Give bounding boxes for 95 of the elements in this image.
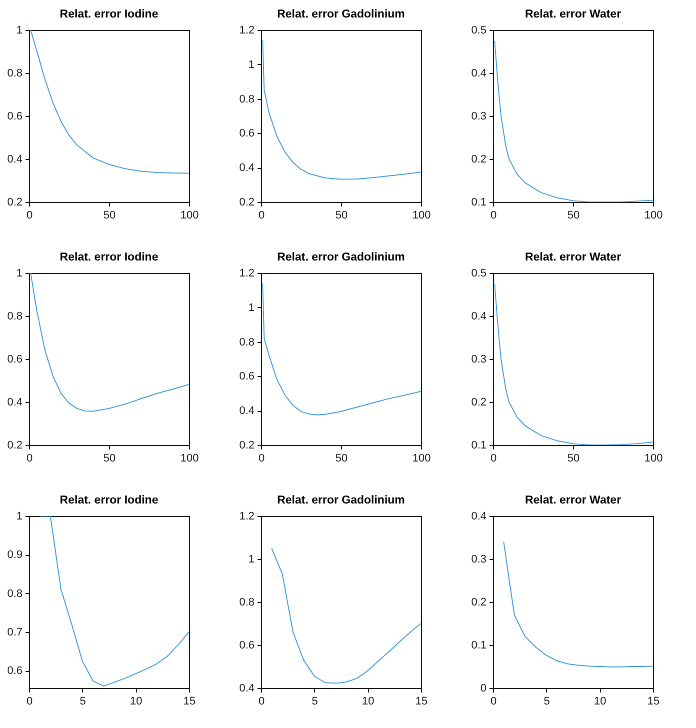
- x-tick-label: 50: [335, 452, 348, 464]
- y-tick-label: 0.2: [471, 596, 486, 608]
- x-tick-label: 10: [130, 696, 142, 708]
- chart-title: Relat. error Water: [524, 8, 622, 20]
- y-tick-label: 0.2: [471, 154, 486, 166]
- x-tick-label: 50: [567, 210, 580, 222]
- y-tick-label: 0.8: [239, 93, 254, 106]
- y-tick-label: 0.6: [239, 128, 254, 140]
- line-series: [30, 30, 189, 174]
- y-tick-label: 1: [248, 302, 254, 314]
- y-tick-label: 0.6: [7, 665, 22, 678]
- y-tick-label: 0.2: [471, 396, 486, 408]
- line-series: [503, 541, 653, 668]
- x-tick-label: 0: [258, 696, 265, 708]
- y-tick-label: 1: [16, 24, 22, 36]
- y-tick-label: 0.4: [7, 154, 22, 166]
- y-tick-label: 0.8: [7, 310, 22, 322]
- line-series: [494, 283, 653, 445]
- x-tick-label: 50: [335, 210, 348, 222]
- chart-title: Relat. error Water: [524, 494, 622, 506]
- chart-title: Relat. error Gadolinium: [277, 252, 405, 264]
- y-tick-label: 0.4: [471, 510, 486, 522]
- y-tick-label: 1.2: [239, 24, 254, 36]
- y-tick-label: 0.3: [471, 354, 486, 366]
- y-tick-label: 0.6: [239, 370, 254, 383]
- y-tick-label: 1: [16, 268, 22, 280]
- y-tick-label: 0.1: [471, 640, 486, 652]
- y-tick-label: 0.2: [7, 196, 22, 208]
- x-tick-label: 15: [415, 696, 428, 708]
- x-tick-label: 0: [490, 696, 497, 708]
- y-tick-label: 0.3: [471, 110, 486, 122]
- y-tick-label: 0.2: [239, 440, 254, 452]
- chart-title: Relat. error Gadolinium: [277, 8, 405, 20]
- x-tick-label: 100: [412, 210, 431, 222]
- y-tick-label: 0.4: [239, 405, 254, 418]
- x-tick-label: 0: [258, 210, 265, 222]
- chart-title: Relat. error Water: [524, 252, 622, 264]
- line-series: [262, 282, 421, 416]
- y-tick-label: 1.2: [239, 510, 254, 522]
- y-tick-label: 1.2: [239, 268, 254, 280]
- x-tick-label: 100: [412, 452, 431, 464]
- y-tick-label: 0.7: [7, 626, 22, 638]
- y-tick-label: 0.8: [7, 588, 22, 600]
- y-tick-label: 0.5: [471, 268, 486, 280]
- y-tick-label: 1: [16, 510, 22, 522]
- y-tick-label: 0.1: [471, 440, 486, 452]
- x-tick-label: 5: [312, 696, 318, 708]
- x-tick-label: 0: [26, 210, 33, 222]
- chart-title: Relat. error Gadolinium: [277, 494, 405, 506]
- line-series: [262, 40, 421, 180]
- y-tick-label: 0.8: [239, 596, 254, 608]
- x-tick-label: 100: [644, 452, 663, 464]
- y-tick-label: 0.2: [7, 440, 22, 452]
- y-tick-label: 0.1: [471, 196, 486, 208]
- x-tick-label: 100: [644, 210, 663, 222]
- x-tick-label: 50: [103, 452, 116, 464]
- x-tick-label: 0: [258, 452, 265, 464]
- x-tick-label: 15: [183, 696, 196, 708]
- y-tick-label: 0.6: [7, 354, 22, 366]
- x-tick-label: 100: [180, 210, 199, 222]
- line-series: [30, 273, 189, 412]
- x-tick-label: 0: [26, 696, 33, 708]
- y-tick-label: 0.2: [239, 196, 254, 208]
- line-series: [494, 40, 653, 202]
- y-tick-label: 0.4: [471, 310, 486, 322]
- chart-title: Relat. error Iodine: [60, 494, 158, 506]
- x-tick-label: 0: [490, 452, 497, 464]
- y-tick-label: 1: [248, 58, 254, 71]
- y-tick-label: 0.4: [239, 162, 254, 174]
- line-series: [39, 516, 189, 687]
- x-tick-label: 50: [103, 210, 116, 222]
- y-tick-label: 0.8: [239, 336, 254, 348]
- x-tick-label: 5: [544, 696, 550, 708]
- x-tick-label: 5: [80, 696, 86, 708]
- y-tick-label: 0.9: [7, 549, 22, 562]
- line-series: [271, 548, 421, 684]
- chart-title: Relat. error Iodine: [60, 8, 158, 20]
- x-tick-label: 10: [594, 696, 606, 708]
- y-tick-label: 0.8: [7, 68, 22, 80]
- y-tick-label: 0.6: [239, 640, 254, 652]
- x-tick-label: 15: [647, 696, 660, 708]
- y-tick-label: 0.4: [239, 682, 254, 694]
- x-tick-label: 0: [490, 210, 497, 222]
- y-tick-label: 0: [480, 682, 486, 694]
- y-tick-label: 0.5: [471, 24, 486, 36]
- x-tick-label: 0: [26, 452, 33, 464]
- x-tick-label: 10: [362, 696, 374, 708]
- y-tick-label: 0.4: [7, 396, 22, 408]
- y-tick-label: 0.6: [7, 110, 22, 122]
- chart-title: Relat. error Iodine: [60, 252, 158, 264]
- y-tick-label: 1: [248, 554, 254, 566]
- x-tick-label: 100: [180, 452, 199, 464]
- y-tick-label: 0.3: [471, 554, 486, 566]
- x-tick-label: 50: [567, 452, 580, 464]
- y-tick-label: 0.4: [471, 68, 486, 80]
